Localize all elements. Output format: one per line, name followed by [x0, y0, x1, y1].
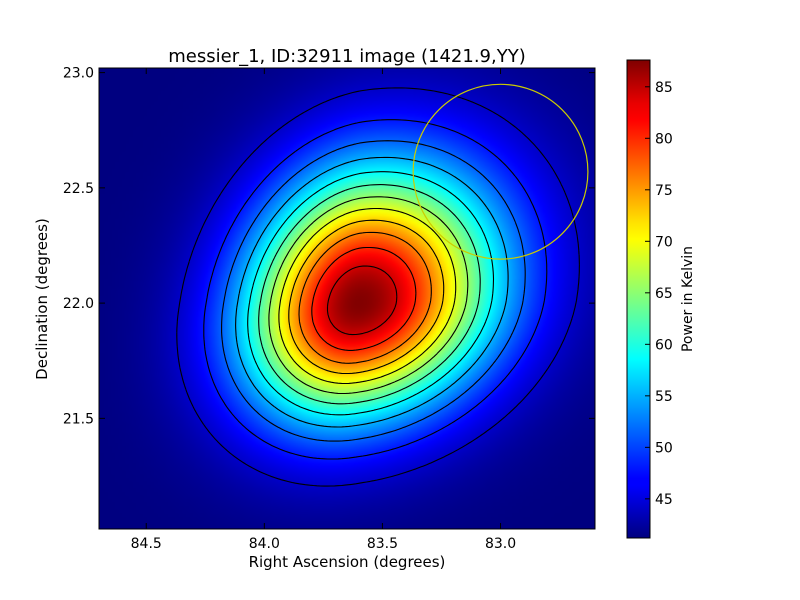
y-axis-ticks: 21.5 22.0 22.5 23.0	[63, 66, 595, 427]
beam-circle	[412, 83, 589, 260]
contour-line	[311, 246, 417, 351]
colorbar-frame	[626, 59, 651, 539]
x-axis-ticks: 84.5 84.0 83.5 83.0	[131, 68, 516, 552]
contour-line	[268, 196, 469, 395]
colorbar-tick-label: 75	[655, 183, 673, 199]
y-tick-label: 22.0	[63, 296, 94, 312]
contour-line	[203, 119, 548, 460]
y-tick-label: 22.5	[63, 181, 94, 197]
contour-line	[235, 156, 509, 428]
contour-line	[298, 231, 432, 364]
chart-title: messier_1, ID:32911 image (1421.9,YY)	[168, 46, 525, 67]
colorbar-tick-label: 50	[655, 440, 673, 456]
y-axis-label: Declination (degrees)	[33, 218, 51, 380]
y-tick-label: 23.0	[63, 66, 94, 82]
colorbar-gradient	[627, 60, 650, 538]
contour-line	[288, 219, 445, 375]
colorbar-tick-label: 55	[655, 389, 673, 405]
colorbar-tick-label: 45	[655, 492, 673, 508]
colorbar-tick-label: 60	[655, 337, 673, 353]
colorbar-tick-label: 65	[655, 286, 673, 302]
plot-frame	[98, 67, 596, 530]
x-tick-label: 84.0	[249, 536, 280, 552]
contour-line	[247, 171, 495, 416]
x-tick-label: 84.5	[131, 536, 162, 552]
contour-line	[176, 87, 580, 487]
contour-line	[326, 265, 398, 336]
colorbar-ticks: 45 50 55 60 65 70 75 80 85	[645, 80, 673, 508]
x-axis-label: Right Ascension (degrees)	[249, 553, 446, 571]
y-tick-label: 21.5	[63, 411, 94, 427]
contour-line	[221, 140, 526, 442]
x-tick-label: 83.0	[485, 536, 516, 552]
heatmap-image	[99, 68, 595, 529]
colorbar-tick-label: 80	[655, 131, 673, 147]
contour-line	[258, 184, 481, 405]
x-tick-label: 83.5	[367, 536, 398, 552]
colorbar-tick-label: 70	[655, 234, 673, 250]
plot-area	[98, 67, 596, 530]
contour-line	[278, 207, 457, 385]
colorbar-label: Power in Kelvin	[680, 246, 696, 352]
colorbar: 45 50 55 60 65 70 75 80 85 Power in Kelvin	[626, 59, 696, 539]
colorbar-tick-label: 85	[655, 80, 673, 96]
contour-lines	[176, 87, 580, 487]
